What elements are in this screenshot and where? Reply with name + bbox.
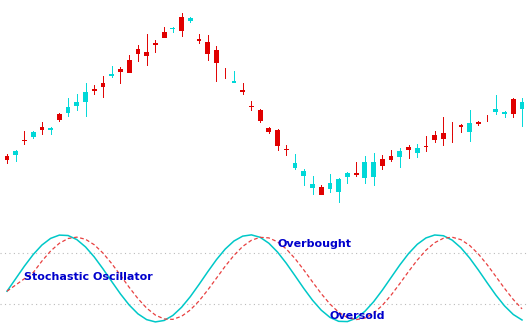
Bar [494,109,498,112]
Text: Overbought: Overbought [278,239,352,249]
Bar [397,151,402,158]
Bar [441,133,446,139]
Bar [188,18,193,22]
Bar [345,173,350,177]
Bar [162,31,167,38]
Bar [101,83,105,87]
Bar [362,163,367,178]
Bar [232,81,236,82]
Bar [424,146,428,147]
Bar [354,173,359,175]
Bar [258,110,262,121]
Bar [75,102,79,106]
Bar [48,128,53,129]
Bar [371,162,376,177]
Bar [275,130,280,146]
Bar [205,42,210,54]
Bar [170,28,175,29]
Bar [502,112,507,114]
Bar [83,92,88,102]
Bar [66,107,70,113]
Bar [293,163,297,167]
Bar [380,159,385,166]
Bar [153,43,158,44]
Bar [476,122,481,124]
Bar [249,106,254,107]
Bar [459,125,463,126]
Bar [485,115,489,116]
Bar [336,179,341,192]
Text: Oversold: Oversold [330,310,386,321]
Bar [135,49,140,54]
Bar [40,127,44,130]
Bar [31,132,35,137]
Bar [327,183,332,189]
Bar [284,149,289,150]
Bar [310,184,315,188]
Bar [511,99,516,114]
Bar [240,90,245,92]
Bar [267,128,271,132]
Bar [389,157,394,160]
Bar [118,69,123,72]
Bar [432,135,437,140]
Bar [302,170,306,176]
Bar [467,123,472,132]
Bar [92,89,97,91]
Bar [197,39,202,41]
Bar [13,151,18,155]
Bar [57,114,62,120]
Bar [179,17,184,31]
Bar [319,187,324,195]
Text: Stochastic Oscillator: Stochastic Oscillator [24,271,153,282]
Bar [144,52,149,56]
Bar [5,156,10,160]
Bar [127,60,132,73]
Bar [110,74,114,76]
Bar [22,140,27,141]
Bar [214,50,219,63]
Bar [406,147,411,150]
Bar [415,148,419,153]
Bar [519,102,524,109]
